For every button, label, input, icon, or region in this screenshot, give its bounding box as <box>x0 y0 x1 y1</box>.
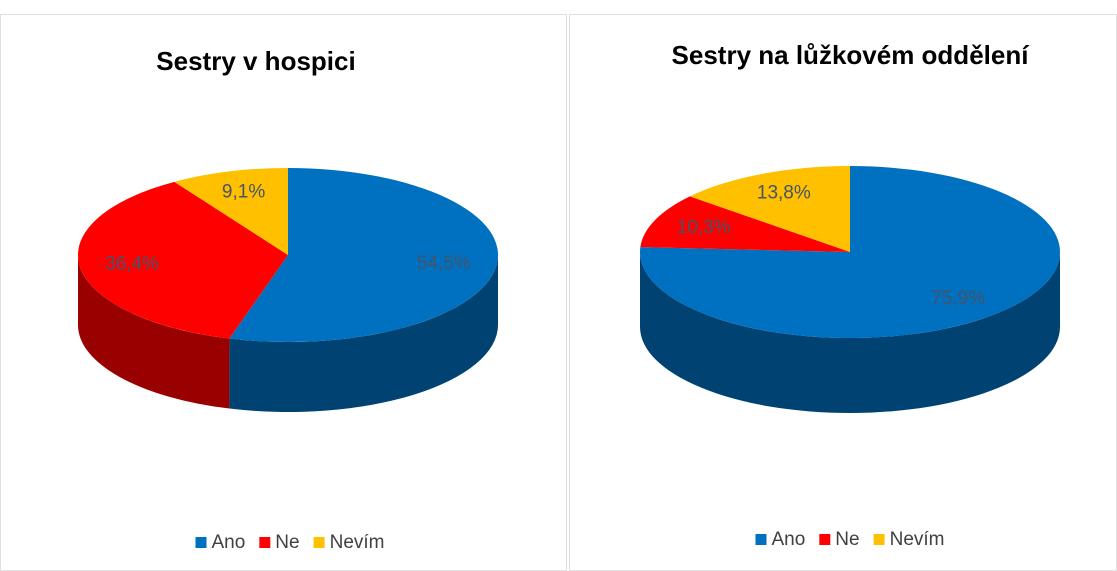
legend-swatch <box>313 537 325 548</box>
data-label: 75,9% <box>931 288 985 309</box>
legend-label: Nevím <box>890 529 945 550</box>
data-label: 13,8% <box>757 182 811 203</box>
legend-label: Ne <box>275 532 299 553</box>
pie-slice <box>689 166 850 252</box>
pie-slice <box>229 168 498 342</box>
pie-slice <box>640 196 850 252</box>
chart-title: Sestry v hospici <box>156 46 355 76</box>
chart-title: Sestry na lůžkovém oddělení <box>672 40 1030 70</box>
pie-slice <box>77 181 288 339</box>
pie-slice <box>640 165 1061 338</box>
pie-side <box>229 255 499 413</box>
data-label: 9,1% <box>222 181 265 202</box>
legend-swatch <box>873 534 885 545</box>
legend-label: Ano <box>211 532 245 553</box>
pie-side <box>78 255 230 409</box>
pie-slice <box>174 168 288 255</box>
data-label: 36,4% <box>105 253 159 274</box>
legend-swatch <box>755 534 767 545</box>
legend-label: Nevím <box>330 532 385 553</box>
pie-side <box>640 252 1060 413</box>
legend-swatch <box>195 537 207 548</box>
legend-label: Ano <box>771 529 805 550</box>
legend-swatch <box>819 534 831 545</box>
legend-swatch <box>259 537 271 548</box>
data-label: 54,5% <box>417 253 471 274</box>
data-label: 10,3% <box>677 217 731 238</box>
legend-label: Ne <box>835 529 859 550</box>
